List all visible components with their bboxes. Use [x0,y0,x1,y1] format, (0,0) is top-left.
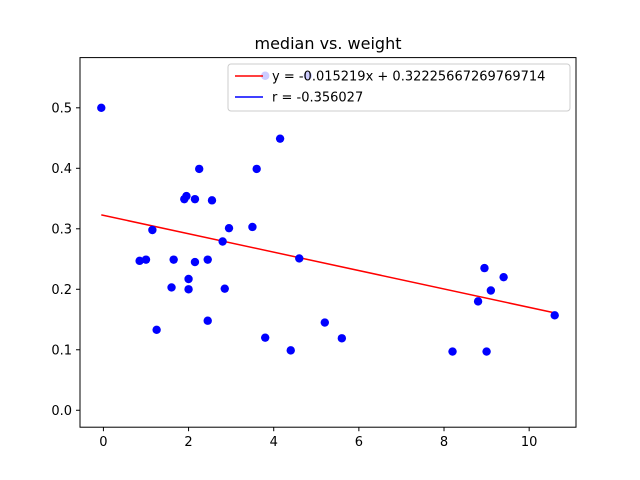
data-point [550,311,559,320]
data-point [182,191,191,201]
data-point [190,194,200,204]
data-point [190,257,200,267]
data-point [141,255,151,264]
points-layer [97,71,559,356]
legend: y = -0.015219x + 0.32225667269769714 r =… [227,63,571,112]
data-point [207,196,217,205]
data-point [320,318,330,327]
x-tick-label: 4 [270,435,278,450]
x-tick-label: 0 [99,435,107,450]
x-axis: 0 2 4 6 8 10 [99,427,537,450]
data-point [220,284,229,293]
data-point [473,297,483,306]
data-point [195,164,204,174]
fit-line-layer [101,214,555,314]
y-tick-label: 0.3 [51,222,72,237]
data-point [248,222,257,232]
y-tick-label: 0.4 [51,162,72,177]
y-tick-label: 0.0 [51,404,72,419]
data-point [152,325,161,335]
data-point [203,255,212,264]
x-tick-label: 10 [521,435,538,450]
data-point [169,255,178,264]
x-tick-label: 8 [440,435,448,450]
x-tick-label: 6 [355,435,363,450]
data-point [337,334,347,343]
x-tick-label: 2 [184,435,192,450]
legend-box [227,63,571,112]
data-point [218,237,227,246]
data-point [486,286,496,295]
data-point [135,256,144,266]
data-point [167,283,176,292]
axes-frame [79,57,577,428]
plot-area [79,57,577,428]
data-point [203,316,212,325]
data-point [97,103,106,113]
y-tick-label: 0.1 [51,343,72,358]
data-point [499,272,508,282]
data-point [224,223,234,233]
legend-fit-line-label: y = -0.015219x + 0.32225667269769714 [272,70,545,85]
data-point [482,347,491,356]
data-point [275,134,285,143]
data-point [286,346,295,355]
legend-r-label: r = -0.356027 [272,91,363,106]
data-point [184,274,193,284]
y-tick-label: 0.5 [51,101,72,116]
y-axis: 0.0 0.1 0.2 0.3 0.4 0.5 [51,101,80,419]
data-point [448,347,457,356]
data-point [148,225,157,235]
data-point [295,254,304,263]
data-point [480,263,489,273]
chart-title: median vs. weight [255,34,402,53]
regression-line [101,214,555,314]
data-point [261,333,270,342]
data-point [184,285,193,294]
y-tick-label: 0.2 [51,283,72,298]
data-point [252,164,261,174]
